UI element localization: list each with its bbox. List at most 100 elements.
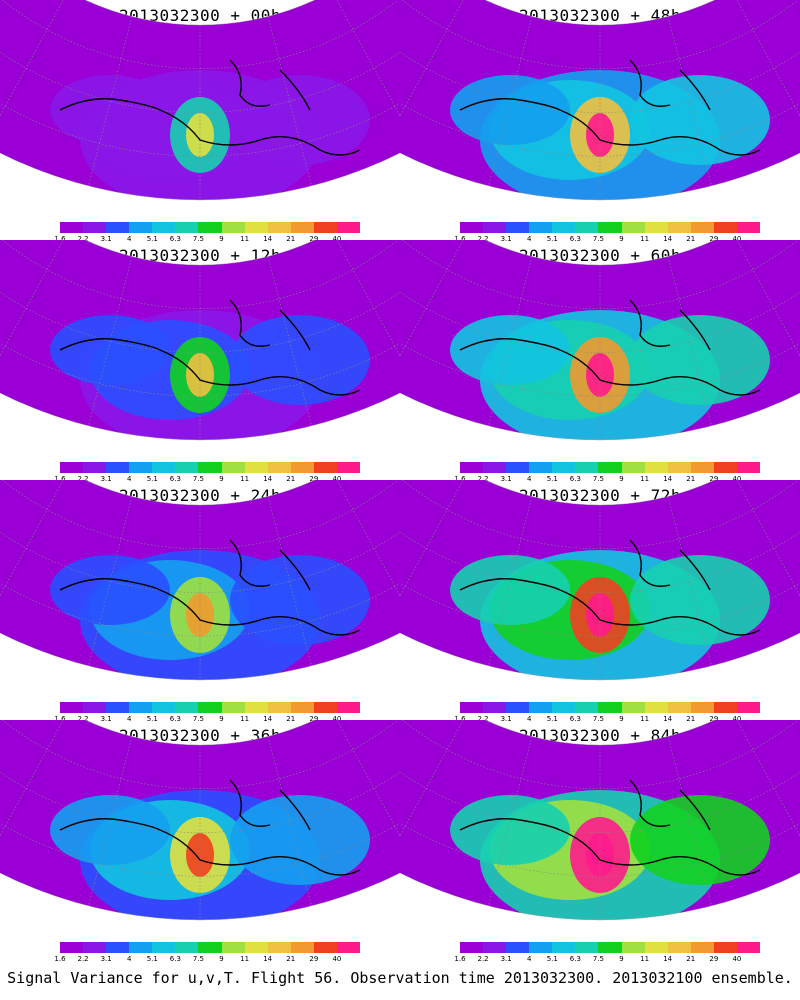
- meridian-line: [731, 240, 800, 385]
- colorbar-tick-label: 6.3: [169, 235, 181, 243]
- colorbar: [60, 942, 361, 953]
- colorbar-tick-label: 21: [286, 475, 296, 483]
- variance-contour: [50, 315, 170, 385]
- map-outline: [0, 240, 400, 441]
- colorbar-swatch: [60, 702, 84, 713]
- colorbar-swatch: [713, 942, 737, 953]
- colorbar-tick-label: 9: [619, 235, 624, 243]
- coastline: [59, 539, 361, 636]
- meridian-line: [731, 720, 800, 865]
- meridian-line: [331, 240, 400, 385]
- colorbar-swatch: [736, 942, 761, 953]
- colorbar-swatch: [460, 462, 484, 473]
- colorbar-tick-label: 29: [309, 715, 319, 723]
- colorbar-swatch: [198, 702, 222, 713]
- colorbar-tick-label: 29: [309, 955, 319, 963]
- colorbar-tick-label: 5.1: [146, 475, 158, 483]
- variance-contour: [450, 75, 570, 145]
- colorbar-swatch: [60, 942, 84, 953]
- colorbar-swatch: [529, 942, 553, 953]
- colorbar-swatch: [221, 942, 245, 953]
- colorbar-swatch: [460, 702, 484, 713]
- colorbar-tick-label: 2.2: [477, 715, 489, 723]
- colorbar-tick-label: 9: [619, 715, 624, 723]
- coastline: [59, 59, 361, 156]
- colorbar-labels: 1.6 2.2 3.1 4 5.1 6.3 7.5 9 11 14 21 29 40: [54, 955, 360, 965]
- colorbar-tick-label: 14: [263, 235, 273, 243]
- colorbar-tick-label: 9: [219, 235, 224, 243]
- colorbar-tick-label: 5.1: [146, 715, 158, 723]
- colorbar-swatch: [552, 462, 576, 473]
- latitude-line: [400, 46, 800, 157]
- colorbar-swatch: [644, 222, 668, 233]
- meridian-line: [331, 0, 400, 145]
- colorbar-tick-label: 3.1: [500, 235, 512, 243]
- colorbar-tick-label: 6.3: [569, 955, 581, 963]
- colorbar-swatch: [667, 462, 691, 473]
- meridian-line: [731, 480, 800, 625]
- colorbar-tick-label: 3.1: [100, 715, 112, 723]
- meridian-line: [0, 240, 69, 385]
- colorbar-swatch: [198, 222, 222, 233]
- coastline: [459, 539, 761, 636]
- variance-contour: [230, 315, 370, 405]
- map-panel: 2013032300 + 12h 1.6 2.2 3.1 4 5.1 6.3 7.5 9 11 14…: [0, 240, 400, 485]
- colorbar-tick-label: 29: [709, 475, 719, 483]
- colorbar-tick-label: 6.3: [169, 475, 181, 483]
- colorbar-tick-label: 21: [286, 955, 296, 963]
- variance-map: [0, 240, 400, 441]
- latitude-line: [400, 766, 800, 877]
- colorbar-swatch: [244, 222, 268, 233]
- colorbar-swatch: [244, 942, 268, 953]
- variance-map: [0, 480, 400, 681]
- colorbar-tick-label: 5.1: [146, 955, 158, 963]
- colorbar-tick-label: 29: [709, 955, 719, 963]
- map-outline: [0, 480, 400, 681]
- colorbar-swatch: [575, 222, 599, 233]
- colorbar-tick-label: 14: [663, 715, 673, 723]
- colorbar-tick-label: 29: [709, 235, 719, 243]
- colorbar-tick-label: 1.6: [54, 475, 66, 483]
- colorbar: [460, 222, 761, 233]
- colorbar-tick-label: 9: [219, 715, 224, 723]
- panel-title: 2013032300 + 36h: [118, 726, 282, 745]
- variance-contour: [50, 555, 170, 625]
- colorbar-tick-label: 21: [686, 955, 696, 963]
- colorbar-swatch: [598, 702, 622, 713]
- colorbar-swatch: [106, 702, 130, 713]
- colorbar-swatch: [152, 462, 176, 473]
- latitude-line: [0, 480, 400, 549]
- colorbar-swatch: [106, 942, 130, 953]
- colorbar-tick-label: 1.6: [54, 235, 66, 243]
- colorbar-tick-label: 40: [732, 475, 742, 483]
- colorbar-swatch: [483, 222, 507, 233]
- colorbar-swatch: [460, 222, 484, 233]
- colorbar-labels: 1.6 2.2 3.1 4 5.1 6.3 7.5 9 11 14 21 29 40: [54, 235, 360, 245]
- coastline: [59, 779, 361, 876]
- colorbar-swatch: [313, 462, 337, 473]
- colorbar-swatch: [736, 462, 761, 473]
- colorbar-tick-label: 14: [663, 235, 673, 243]
- colorbar-swatch: [690, 222, 714, 233]
- colorbar-tick-label: 5.1: [546, 715, 558, 723]
- colorbar-labels: 1.6 2.2 3.1 4 5.1 6.3 7.5 9 11 14 21 29 40: [454, 235, 760, 245]
- colorbar-tick-label: 40: [732, 235, 742, 243]
- colorbar-tick-label: 11: [240, 235, 250, 243]
- map-panel: 2013032300 + 48h 1.6 2.2 3.1 4 5.1 6.3 7.5 9 11 14…: [400, 0, 800, 245]
- colorbar-tick-label: 2.2: [477, 475, 489, 483]
- colorbar-tick-label: 11: [640, 715, 650, 723]
- colorbar-tick-label: 4: [526, 715, 532, 723]
- colorbar-tick-label: 29: [709, 715, 719, 723]
- colorbar-swatch: [690, 462, 714, 473]
- colorbar-swatch: [621, 222, 645, 233]
- map-panel: 2013032300 + 00h 1.6 2.2 3.1 4 5.1 6.3 7.5 9 11 14…: [0, 0, 400, 245]
- colorbar-tick-label: 7.5: [192, 235, 205, 243]
- variance-map: [400, 240, 800, 441]
- colorbar-swatch: [221, 462, 245, 473]
- colorbar-swatch: [644, 942, 668, 953]
- meridian-line: [331, 720, 400, 865]
- colorbar-tick-label: 6.3: [169, 715, 181, 723]
- colorbar-tick-label: 21: [686, 715, 696, 723]
- colorbar-swatch: [621, 702, 645, 713]
- latitude-line: [0, 766, 400, 877]
